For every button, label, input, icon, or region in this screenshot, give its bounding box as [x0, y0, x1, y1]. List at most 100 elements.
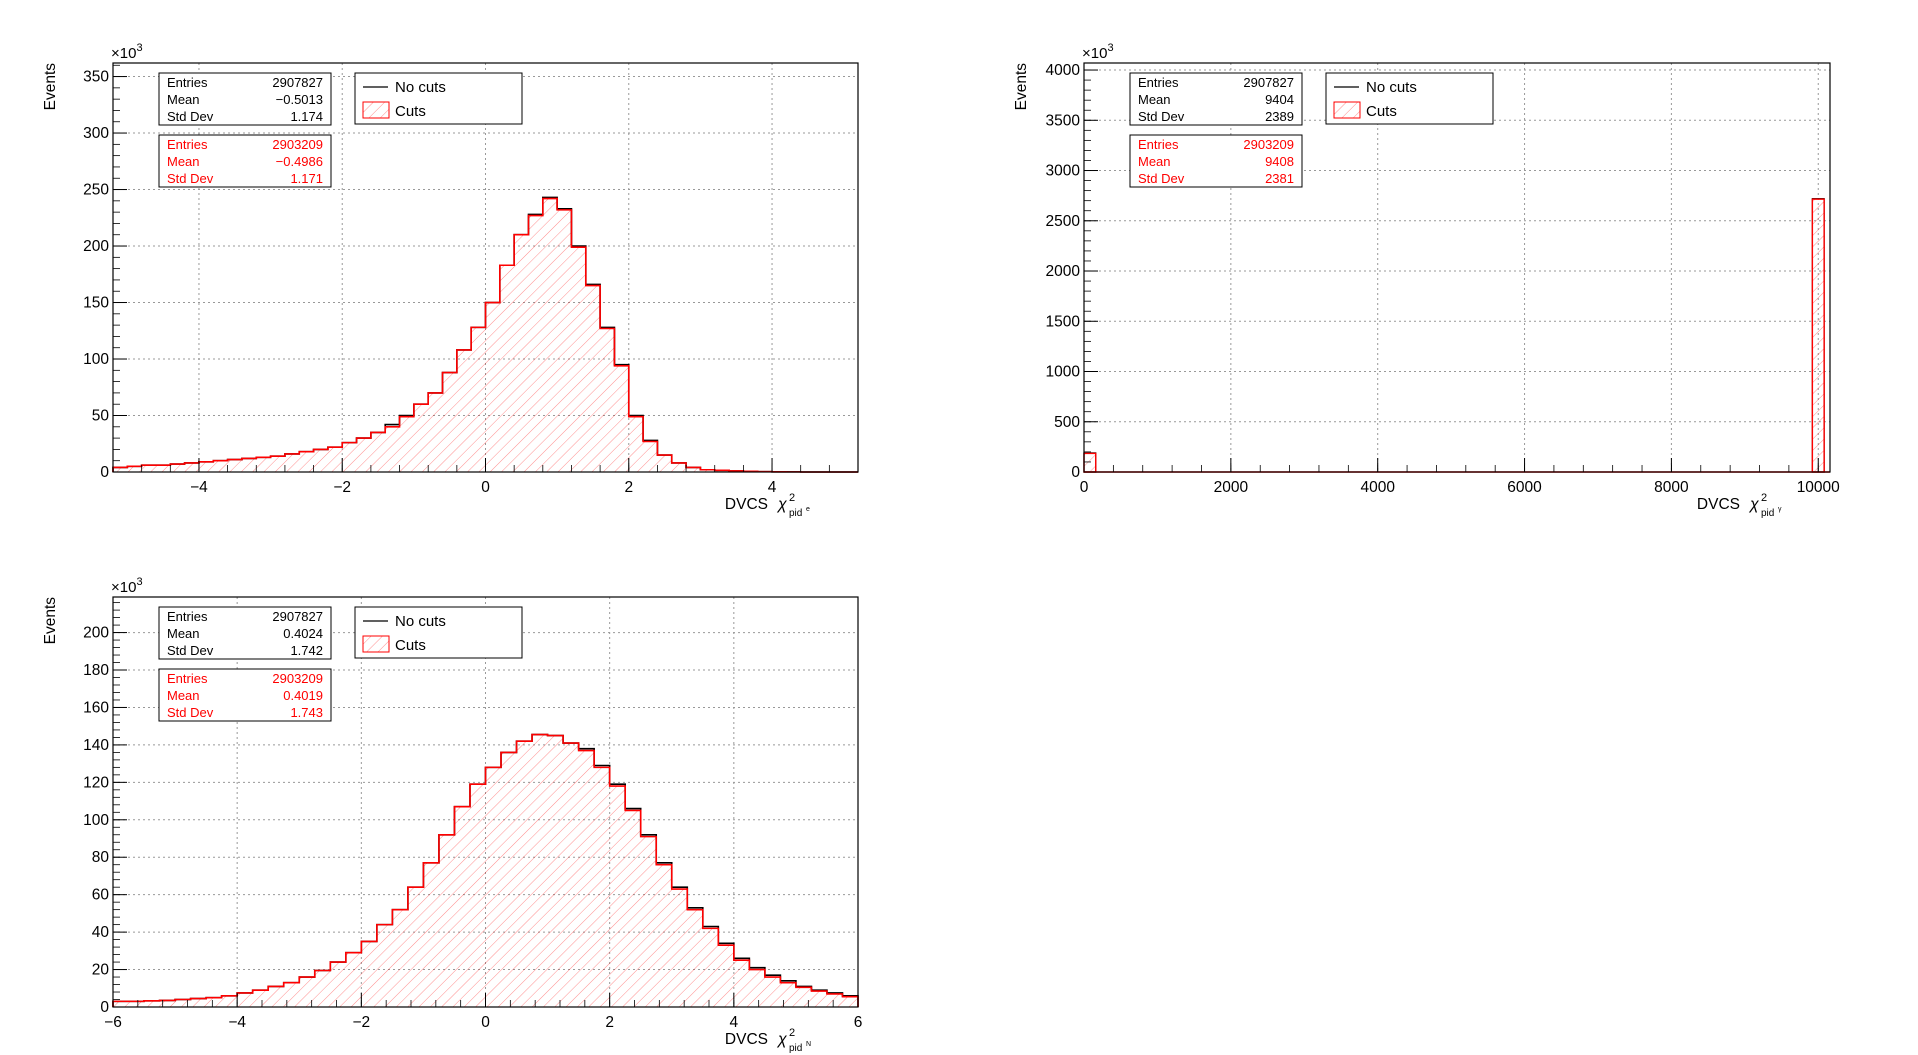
cuts-bin [671, 462, 687, 472]
stats-label: Entries [1138, 137, 1179, 152]
y-multiplier-exponent: 3 [136, 42, 142, 54]
x-axis-symbol-sup: 2 [789, 492, 795, 504]
cuts-bin [671, 889, 688, 1007]
x-tick-label: −4 [190, 479, 208, 496]
cuts-bin [423, 862, 439, 1007]
cuts-histogram [113, 198, 801, 472]
cuts-bin [159, 1000, 176, 1007]
y-multiplier-base: ×10 [111, 45, 136, 62]
stats-value: 2389 [1265, 109, 1294, 124]
cuts-bin [469, 784, 486, 1007]
cuts-bin [702, 928, 719, 1007]
legend-no-cuts-label: No cuts [395, 79, 446, 96]
cuts-bin [454, 806, 470, 1007]
stats-label: Entries [167, 75, 208, 90]
legend-cuts-swatch [362, 635, 390, 653]
y-tick-label: 1500 [1046, 313, 1081, 330]
cuts-bin [700, 469, 715, 472]
x-axis-symbol-subsub: γ [1778, 506, 1782, 513]
stats-value: 2381 [1265, 171, 1294, 186]
cuts-bin [528, 215, 543, 472]
y-tick-label: 0 [1071, 464, 1080, 481]
y-axis-label: Events [42, 63, 59, 111]
cuts-bin [563, 743, 579, 1007]
cuts-bin [485, 767, 502, 1007]
stats-value: 2907827 [272, 75, 323, 90]
x-axis-symbol-sub: pid [789, 1043, 802, 1054]
y-tick-label: 100 [83, 812, 109, 829]
y-tick-label: 140 [83, 737, 109, 754]
y-tick-label: 150 [83, 295, 109, 312]
cuts-bin [313, 449, 328, 472]
cuts-bin [686, 467, 701, 472]
cuts-bin [640, 836, 657, 1007]
y-axis: 0 50 100 150 200 250 300 350 [83, 64, 127, 481]
x-tick-label: −4 [228, 1014, 246, 1031]
x-axis-symbol-sup: 2 [789, 1027, 795, 1039]
x-tick-label: 6 [854, 1014, 863, 1031]
cuts-bin [327, 447, 343, 472]
cuts-line [112, 733, 859, 1007]
cuts-bin [438, 834, 455, 1007]
cuts-bin [657, 455, 672, 472]
cuts-bin [578, 750, 595, 1007]
cuts-bin [625, 810, 641, 1007]
y-tick-label: 200 [83, 238, 109, 255]
stats-label: Std Dev [167, 171, 214, 186]
cuts-bin [442, 372, 457, 472]
cuts-bin [170, 464, 185, 472]
cuts-histogram [113, 734, 858, 1007]
stats-value: 9408 [1265, 154, 1294, 169]
cuts-bin [184, 462, 199, 472]
stats-label: Std Dev [167, 109, 214, 124]
x-tick-label: 0 [481, 479, 490, 496]
cuts-bin [141, 465, 156, 472]
cuts-bin [299, 977, 315, 1007]
y-tick-label: 200 [83, 625, 109, 642]
stats-box-frame [158, 134, 332, 188]
cuts-bin [842, 996, 858, 1007]
y-axis: 0 20 40 60 80 100 120 140 160 180 200 [83, 602, 127, 1016]
y-multiplier: ×103 [111, 576, 143, 596]
x-tick-label: 4 [768, 479, 777, 496]
stats-box-cuts: Entries 2903209 Mean −0.4986 Std Dev 1.171 [158, 134, 332, 188]
cuts-bin [628, 416, 644, 472]
cuts-bin [811, 991, 827, 1007]
cuts-bin [190, 998, 207, 1007]
legend-cuts-swatch [1333, 101, 1361, 119]
cuts-bin [609, 786, 626, 1007]
cuts-bin [749, 969, 765, 1007]
x-axis: −6 −4 −2 0 2 4 6 [104, 993, 862, 1031]
x-axis-label: DVCS [725, 1031, 768, 1048]
histograms [112, 733, 859, 1007]
x-tick-label: 0 [1080, 479, 1089, 496]
cuts-bin [594, 767, 610, 1007]
cuts-bin [198, 461, 214, 472]
cuts-bin [614, 365, 629, 472]
stats-value: 9404 [1265, 92, 1294, 107]
cuts-bin [643, 441, 658, 472]
x-tick-label: 2 [605, 1014, 614, 1031]
cuts-bin [600, 328, 615, 472]
y-multiplier-exponent: 3 [1107, 42, 1113, 54]
histogram-panel-3: 0 20 40 60 80 100 120 140 160 180 200 −6 −4 −2 0 2 4 6 Eve… [42, 576, 862, 1054]
stats-label: Mean [167, 688, 200, 703]
legend-no-cuts-label: No cuts [395, 613, 446, 630]
y-tick-label: 60 [92, 887, 110, 904]
cuts-bin [542, 198, 558, 472]
stats-label: Mean [1138, 92, 1171, 107]
cuts-bin [514, 234, 529, 472]
cuts-bin [127, 466, 142, 472]
y-tick-label: 4000 [1046, 62, 1081, 79]
cuts-bin [175, 999, 191, 1007]
y-tick-label: 40 [92, 924, 110, 941]
cuts-bin [213, 460, 228, 472]
cuts-bin [764, 977, 781, 1007]
y-tick-label: 100 [83, 351, 109, 368]
y-tick-label: 2500 [1046, 213, 1081, 230]
cuts-bin [227, 459, 242, 472]
cuts-bin [557, 209, 572, 472]
y-tick-label: 120 [83, 774, 109, 791]
cuts-bin [345, 952, 362, 1007]
